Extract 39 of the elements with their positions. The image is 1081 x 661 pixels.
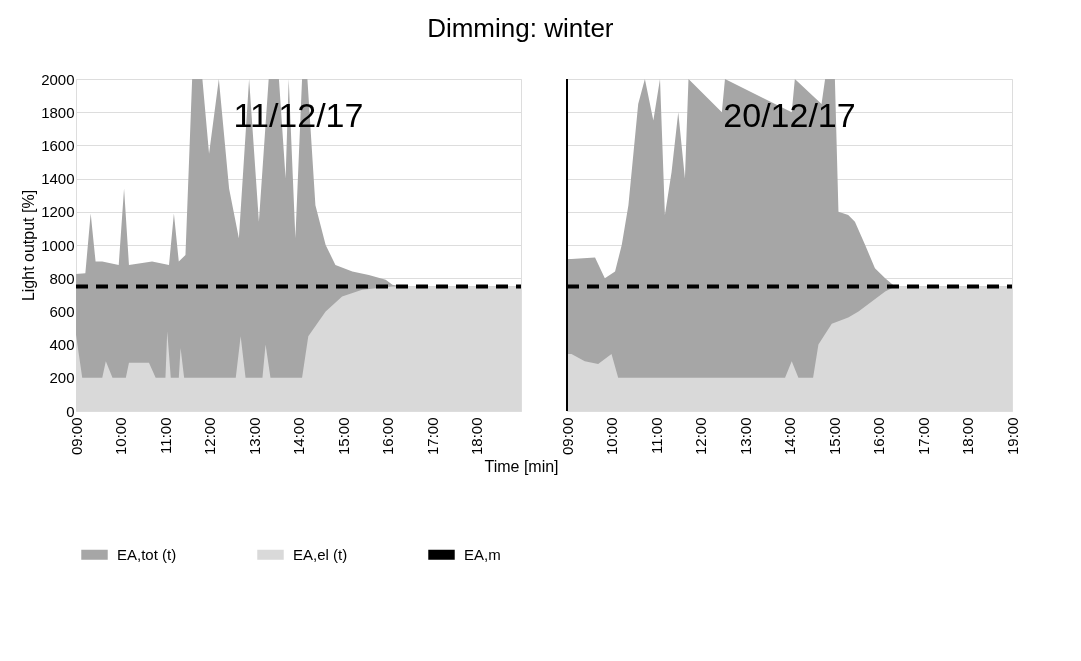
x-tick-label: 09:00 [558, 417, 576, 456]
y-tick-label: 2000 [41, 70, 75, 88]
y-tick-label: 1200 [41, 203, 75, 221]
y-tick-label: 800 [49, 269, 75, 287]
x-tick-label: 09:00 [67, 417, 85, 456]
x-tick-label: 11:00 [647, 417, 665, 454]
x-tick-label: 18:00 [959, 417, 976, 456]
legend-label: EA,tot (t) [117, 545, 177, 563]
annotation: 11/12/17 [233, 96, 364, 134]
x-tick-label: 11:00 [156, 417, 174, 454]
y-tick-label: 600 [49, 302, 75, 320]
x-tick-label: 12:00 [692, 417, 709, 456]
x-tick-label: 17:00 [914, 417, 932, 456]
x-tick-label: 19:00 [1003, 417, 1021, 456]
y-tick-label: 1400 [41, 170, 75, 188]
x-tick-label: 16:00 [870, 417, 887, 456]
legend-label: EA,el (t) [293, 545, 348, 563]
y-tick-label: 200 [49, 369, 75, 387]
chart-title: Dimming: winter [427, 12, 614, 43]
x-tick-label: 14:00 [290, 417, 307, 456]
x-tick-label: 16:00 [379, 417, 396, 456]
x-tick-label: 14:00 [781, 417, 798, 456]
y-tick-label: 1600 [41, 136, 75, 154]
x-tick-label: 18:00 [468, 417, 485, 456]
x-tick-label: 10:00 [112, 417, 129, 456]
y-axis-title: Light output [%] [20, 189, 38, 302]
x-tick-label: 15:00 [825, 417, 843, 456]
y-tick-label: 1800 [41, 103, 75, 121]
x-tick-label: 17:00 [423, 417, 441, 456]
annotation: 20/12/17 [723, 96, 856, 134]
x-tick-label: 12:00 [201, 417, 218, 456]
y-tick-label: 1000 [41, 236, 75, 254]
x-tick-label: 15:00 [334, 417, 352, 456]
legend-label: EA,m [464, 545, 501, 563]
x-tick-label: 10:00 [603, 417, 620, 456]
x-tick-label: 13:00 [736, 417, 754, 456]
y-tick-label: 400 [49, 336, 75, 354]
x-tick-label: 13:00 [245, 417, 263, 456]
x-axis-title: Time [min] [484, 458, 559, 476]
